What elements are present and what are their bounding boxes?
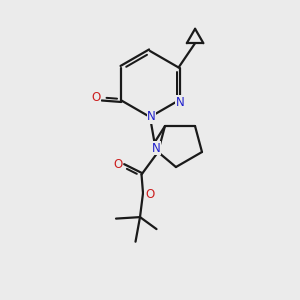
Text: N: N	[152, 142, 161, 155]
Text: O: O	[145, 188, 154, 201]
Text: O: O	[113, 158, 122, 170]
Text: N: N	[176, 95, 184, 109]
Text: N: N	[147, 110, 156, 124]
Text: O: O	[91, 91, 101, 104]
